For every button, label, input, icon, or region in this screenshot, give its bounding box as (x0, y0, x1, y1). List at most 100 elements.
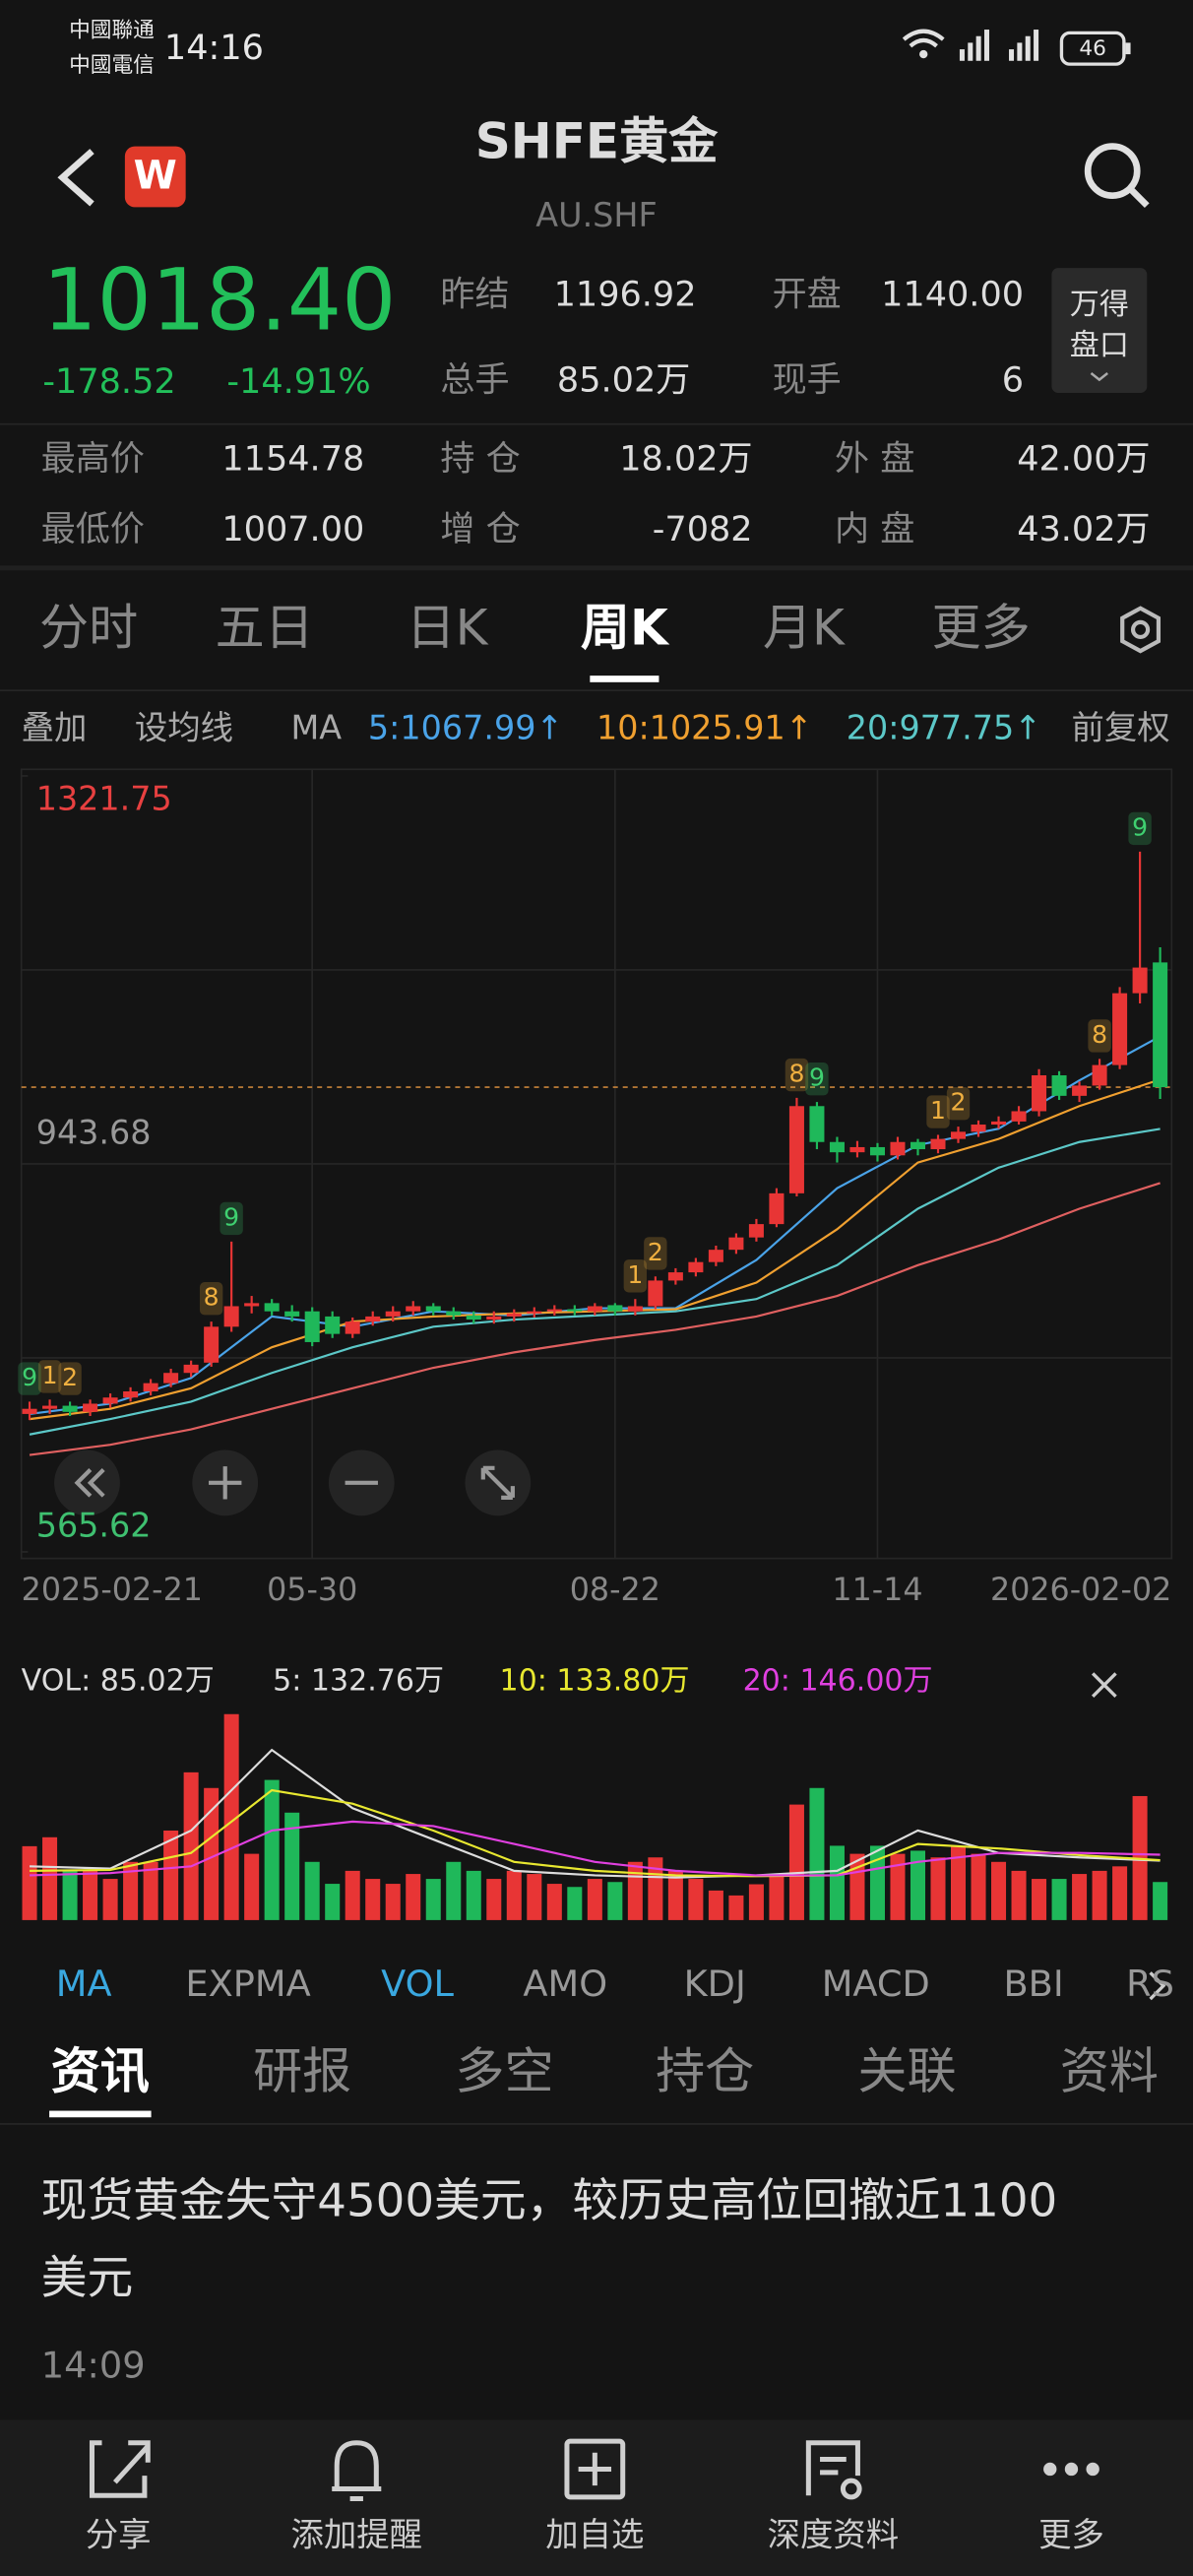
title: SHFE黄金 (475, 112, 719, 169)
carrier: 中國電信 (69, 53, 155, 78)
nav-label[interactable]: 加自选 (545, 2515, 644, 2553)
signal-count: 9 (1132, 812, 1148, 841)
indicator-more[interactable] (1149, 1971, 1166, 2001)
x-tick-label: 08-22 (570, 1573, 660, 1608)
candle-body (62, 1405, 78, 1412)
candle-body (788, 1106, 804, 1193)
candle-body (688, 1261, 704, 1273)
signal-badge (926, 1095, 950, 1128)
candle-body (163, 1373, 179, 1384)
signal-count: 8 (204, 1283, 220, 1312)
volume-bar (829, 1845, 845, 1920)
volume-bar (466, 1870, 481, 1920)
close-volume[interactable] (1091, 1672, 1117, 1699)
depth-chevron (1090, 371, 1108, 382)
indicator-tab[interactable]: BBI (1003, 1963, 1063, 2005)
indicator-tab[interactable]: MACD (822, 1963, 930, 2005)
candle-body (406, 1306, 421, 1312)
signal-badge (623, 1259, 648, 1293)
code: AU.SHF (535, 196, 657, 234)
bottom-icons[interactable] (89, 2438, 1099, 2502)
candle-body (143, 1383, 158, 1391)
toolbar-item[interactable]: MA (290, 709, 342, 747)
indicator-tab[interactable]: AMO (523, 1963, 607, 2005)
volume-bar (1092, 1870, 1107, 1920)
volume-bar (991, 1861, 1007, 1920)
candle-body (809, 1106, 825, 1142)
volume-bar (446, 1861, 462, 1920)
volume-bar (506, 1870, 522, 1920)
indicator-tab[interactable]: KDJ (684, 1963, 746, 2005)
period-tab[interactable]: 周K (581, 600, 670, 657)
depth-button[interactable] (1051, 268, 1148, 393)
candle-body (83, 1403, 98, 1412)
indicator-tab[interactable]: MA (56, 1963, 112, 2005)
candle-body (325, 1316, 341, 1334)
candle-body (769, 1192, 785, 1225)
stat-label: 最低价 (41, 509, 145, 549)
separator (0, 565, 1193, 571)
news-title-box[interactable]: 现货黄金失守4500美元，较历史高位回撤近1100美元 (41, 2161, 1093, 2326)
quote-label: 现手 (773, 359, 842, 400)
candle-body (385, 1311, 401, 1317)
candle-body (849, 1146, 865, 1153)
search-button[interactable] (1084, 143, 1150, 209)
candle-body (102, 1397, 118, 1404)
settings-button[interactable] (1120, 606, 1162, 654)
signal-badge (644, 1237, 667, 1270)
y-tick-label: 565.62 (36, 1506, 152, 1544)
candle-body (284, 1311, 300, 1317)
ma-legend: 20:977.75↑ (847, 709, 1041, 747)
back-button[interactable] (57, 149, 94, 207)
volume-bar (325, 1884, 341, 1920)
candle-body (204, 1326, 220, 1363)
nav-label[interactable]: 分享 (86, 2515, 152, 2553)
depth-button-label[interactable]: 盘口 (1070, 329, 1129, 363)
news-tab[interactable]: 持仓 (656, 2042, 754, 2099)
volume-bar (163, 1830, 179, 1920)
news-tab[interactable]: 研报 (253, 2042, 351, 2099)
signal-badge (1088, 1019, 1111, 1053)
quote-label: 总手 (440, 359, 509, 400)
volume-bar (950, 1845, 967, 1920)
toolbar-item[interactable]: 设均线 (135, 709, 233, 747)
candle-body (42, 1405, 58, 1409)
period-tab[interactable]: 五日 (216, 600, 314, 657)
depth-button-label[interactable]: 万得 (1070, 288, 1129, 322)
candle-body (546, 1309, 562, 1312)
period-tab[interactable]: 分时 (39, 600, 138, 657)
indicator-tab[interactable]: EXPMA (185, 1963, 310, 2005)
nav-label[interactable]: 添加提醒 (291, 2515, 423, 2553)
adjust[interactable]: 前复权 (1071, 709, 1169, 747)
stat-value: 1007.00 (221, 509, 364, 549)
volume-bar (204, 1787, 220, 1920)
signal-count: 9 (809, 1063, 825, 1092)
indicator-tab[interactable]: RS (1126, 1963, 1174, 2005)
volume-bar (1153, 1882, 1168, 1920)
news-tab[interactable]: 多空 (455, 2042, 553, 2099)
news-tab[interactable]: 资讯 (51, 2042, 150, 2099)
period-tab[interactable]: 日K (407, 600, 489, 657)
nav-label[interactable]: 更多 (1038, 2515, 1104, 2553)
candle-body (425, 1306, 441, 1312)
candle-body (971, 1125, 986, 1132)
period-tab[interactable]: 月K (763, 600, 846, 657)
carrier: 中國聯通 (69, 19, 155, 43)
period-tab[interactable]: 更多 (932, 600, 1031, 657)
stat-value: 43.02万 (1017, 509, 1150, 549)
nav-label[interactable]: 深度资料 (768, 2515, 900, 2553)
signal-count: 2 (62, 1363, 78, 1391)
last-price: 1018.40 (42, 250, 396, 350)
news-title[interactable]: 现货黄金失守4500美元，较历史高位回撤近1100美元 (40, 2172, 1058, 2305)
candle-body (748, 1224, 764, 1238)
news-tab[interactable]: 关联 (857, 2042, 956, 2099)
volume-bar (284, 1812, 300, 1920)
chart-controls[interactable] (54, 1449, 532, 1516)
indicator-tab[interactable]: VOL (381, 1963, 454, 2005)
status-time: 14:16 (164, 28, 264, 68)
news-tab[interactable]: 资料 (1060, 2042, 1159, 2099)
volume-bar (123, 1861, 139, 1920)
toolbar-item[interactable]: 叠加 (22, 709, 88, 747)
